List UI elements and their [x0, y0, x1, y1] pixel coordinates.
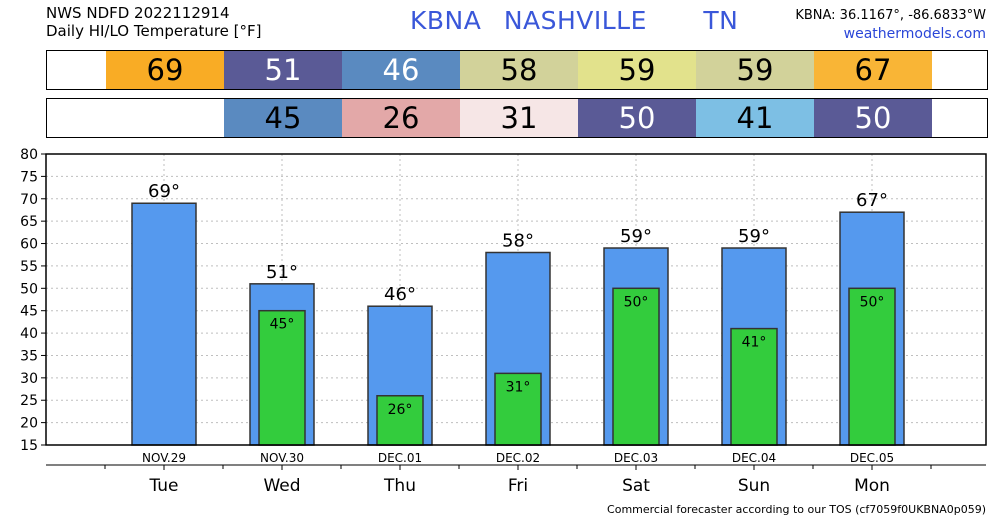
high-temp-label: 59°: [738, 226, 770, 247]
high-temp-cell: 69: [106, 51, 224, 89]
low-temp-label: 31°: [506, 379, 531, 395]
high-temp-bar: [131, 202, 197, 446]
y-tick-label: 75: [20, 169, 38, 185]
high-temp-cell: 67: [814, 51, 932, 89]
high-temp-label: 46°: [384, 284, 416, 305]
date-tick-label: DEC.02: [496, 451, 540, 465]
low-temp-cell: [106, 99, 224, 137]
weekday-label: Thu: [383, 476, 416, 496]
y-tick-label: 60: [20, 237, 38, 253]
low-temp-cell: 26: [342, 99, 460, 137]
low-temp-bar: [494, 372, 542, 446]
station-coords: KBNA: 36.1167°, -86.6833°W: [795, 8, 986, 23]
date-tick-label: NOV.30: [260, 451, 304, 465]
low-temp-label: 26°: [388, 402, 413, 418]
model-run-label: NWS NDFD 2022112914: [46, 4, 230, 22]
y-tick-label: 30: [20, 371, 38, 387]
low-temp-label: 41°: [742, 335, 767, 351]
date-tick-label: DEC.01: [378, 451, 422, 465]
date-tick-label: DEC.05: [850, 451, 894, 465]
y-tick-label: 35: [20, 348, 38, 364]
chart-header-right: KBNA: 36.1167°, -86.6833°W weathermodels…: [795, 6, 986, 44]
low-temp-cell: 31: [460, 99, 578, 137]
high-temp-cell: 58: [460, 51, 578, 89]
station-state: TN: [703, 6, 739, 35]
weekday-label: Tue: [148, 476, 178, 496]
station-title: KBNA NASHVILLE TN: [410, 6, 738, 35]
high-temp-label: 58°: [502, 230, 534, 251]
station-code: KBNA: [410, 6, 482, 35]
low-temp-bar: [612, 287, 660, 446]
high-temp-label: 59°: [620, 226, 652, 247]
y-tick-label: 40: [20, 326, 38, 342]
y-tick-label: 45: [20, 304, 38, 320]
date-tick-label: DEC.03: [614, 451, 658, 465]
product-label: Daily HI/LO Temperature [°F]: [46, 22, 262, 40]
date-tick-label: NOV.29: [142, 451, 186, 465]
low-temp-bar: [258, 309, 306, 446]
low-temp-cell: 45: [224, 99, 342, 137]
y-tick-label: 55: [20, 259, 38, 275]
station-name: NASHVILLE: [503, 6, 647, 35]
low-temp-cell: 50: [814, 99, 932, 137]
weekday-label: Mon: [854, 476, 890, 496]
weekday-label: Sat: [622, 476, 650, 496]
y-tick-label: 70: [20, 192, 38, 208]
chart-header-left: NWS NDFD 2022112914 Daily HI/LO Temperat…: [46, 4, 262, 40]
low-temp-label: 50°: [624, 294, 649, 310]
high-temp-label: 69°: [148, 181, 180, 202]
weekday-label: Wed: [263, 476, 300, 496]
low-temp-strip: 45 26 31 50 41 50: [46, 98, 988, 138]
low-temp-label: 50°: [860, 294, 885, 310]
date-tick-label: DEC.04: [732, 451, 776, 465]
high-temp-strip: 69 51 46 58 59 59 67: [46, 50, 988, 90]
high-temp-cell: 59: [578, 51, 696, 89]
y-tick-label: 15: [20, 438, 38, 454]
high-temp-label: 51°: [266, 262, 298, 283]
weekday-label: Sun: [738, 476, 770, 496]
low-temp-bar: [376, 395, 424, 446]
low-temp-bar: [848, 287, 896, 446]
y-tick-label: 20: [20, 416, 38, 432]
y-tick-label: 65: [20, 214, 38, 230]
high-temp-cell: 51: [224, 51, 342, 89]
high-temp-cell: 59: [696, 51, 814, 89]
high-temp-cell: 46: [342, 51, 460, 89]
y-tick-label: 25: [20, 393, 38, 409]
footer-note: Commercial forecaster according to our T…: [607, 503, 986, 516]
site-link[interactable]: weathermodels.com: [843, 26, 986, 42]
weekday-label: Fri: [508, 476, 528, 496]
high-temp-label: 67°: [856, 190, 888, 211]
low-temp-label: 45°: [270, 317, 295, 333]
low-temp-cell: 50: [578, 99, 696, 137]
plot-frame: [45, 153, 987, 446]
y-tick-label: 80: [20, 147, 38, 163]
low-temp-cell: 41: [696, 99, 814, 137]
y-tick-label: 50: [20, 281, 38, 297]
